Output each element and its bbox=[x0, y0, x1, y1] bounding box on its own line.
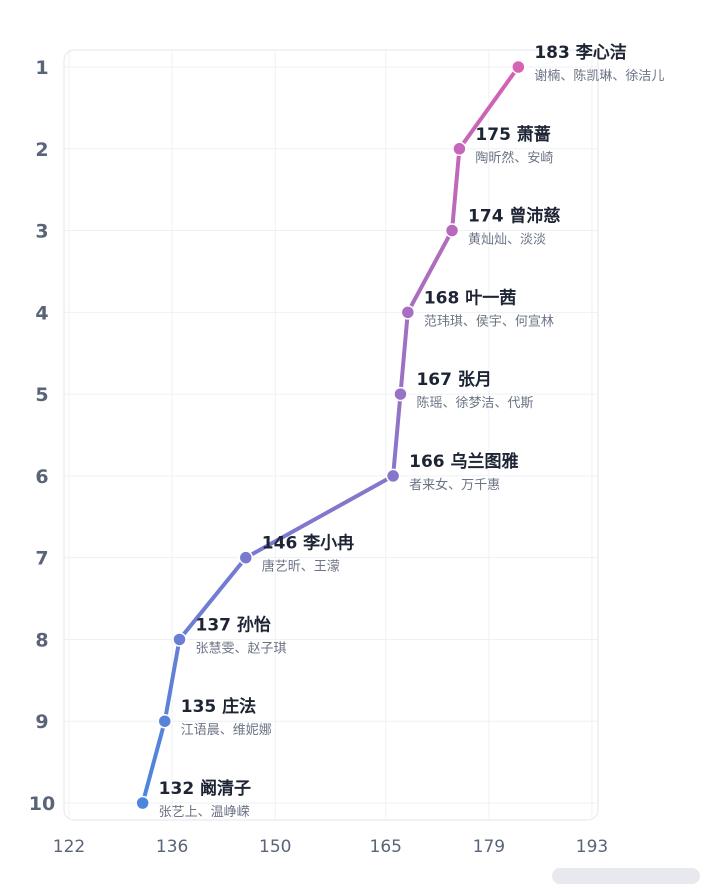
data-point-rank-6 bbox=[385, 468, 401, 484]
y-axis: 1 2 3 4 5 6 7 8 9 10 bbox=[29, 57, 55, 815]
y-tick-label: 7 bbox=[35, 548, 48, 570]
grid bbox=[64, 50, 598, 820]
point-label-rank-8: 137 孙怡 bbox=[195, 614, 270, 635]
y-tick-label: 6 bbox=[35, 466, 48, 488]
point-label-rank-9: 135 庄法 bbox=[181, 696, 256, 717]
y-tick-label: 9 bbox=[35, 711, 48, 733]
point-sublabel-rank-8: 张慧雯、赵子琪 bbox=[195, 640, 286, 656]
data-point-rank-2 bbox=[452, 141, 467, 157]
data-point-rank-3 bbox=[444, 223, 460, 238]
y-tick-label: 5 bbox=[35, 384, 48, 406]
point-label-rank-10: 132 阚清子 bbox=[159, 778, 251, 799]
point-label-rank-3: 174 曾沛慈 bbox=[468, 206, 560, 227]
data-point-rank-8 bbox=[172, 632, 187, 647]
data-points bbox=[135, 59, 526, 811]
point-sublabel-rank-5: 陈瑶、徐梦洁、代斯 bbox=[416, 395, 533, 411]
watermark bbox=[552, 868, 700, 884]
data-point-rank-4 bbox=[400, 305, 416, 320]
x-tick-label: 193 bbox=[576, 837, 608, 857]
point-label-rank-4: 168 叶一茜 bbox=[424, 287, 516, 308]
x-tick-label: 136 bbox=[156, 837, 188, 857]
series-line bbox=[140, 65, 521, 805]
point-sublabel-rank-2: 陶昕然、安崎 bbox=[475, 150, 553, 166]
point-label-rank-5: 167 张月 bbox=[416, 370, 491, 390]
data-point-rank-10 bbox=[135, 795, 150, 811]
y-tick-label: 8 bbox=[35, 629, 48, 651]
point-sublabel-rank-3: 黄灿灿、淡淡 bbox=[468, 233, 546, 248]
x-axis: 122 136 150 165 179 193 bbox=[53, 837, 608, 857]
data-point-rank-1 bbox=[511, 59, 526, 75]
x-tick-label: 179 bbox=[473, 837, 505, 857]
data-point-rank-5 bbox=[393, 386, 408, 402]
y-tick-label: 3 bbox=[35, 221, 48, 243]
y-tick-label: 4 bbox=[35, 302, 48, 324]
point-sublabel-rank-1: 谢楠、陈凯琳、徐洁儿 bbox=[534, 68, 664, 84]
point-sublabel-rank-4: 范玮琪、侯宇、何宣林 bbox=[424, 313, 554, 329]
data-point-rank-7 bbox=[238, 550, 254, 565]
x-tick-label: 122 bbox=[53, 837, 85, 857]
point-sublabel-rank-9: 江语晨、维妮娜 bbox=[181, 723, 272, 738]
y-tick-label: 1 bbox=[35, 57, 48, 79]
point-sublabel-rank-10: 张艺上、温峥嵘 bbox=[159, 805, 250, 820]
point-label-rank-6: 166 乌兰图雅 bbox=[409, 451, 518, 472]
point-label-rank-7: 146 李小冉 bbox=[262, 533, 354, 554]
point-label-rank-1: 183 李心洁 bbox=[534, 42, 626, 63]
x-tick-label: 165 bbox=[370, 837, 402, 857]
plot-area bbox=[63, 49, 599, 821]
point-label-rank-2: 175 萧蔷 bbox=[475, 124, 550, 145]
point-sublabel-rank-7: 唐艺昕、王濛 bbox=[262, 559, 340, 575]
data-point-rank-9 bbox=[157, 713, 173, 729]
y-tick-label: 2 bbox=[35, 139, 48, 161]
y-tick-label: 10 bbox=[29, 793, 55, 815]
point-sublabel-rank-6: 者来女、万千惠 bbox=[409, 477, 500, 493]
x-tick-label: 150 bbox=[259, 837, 291, 857]
